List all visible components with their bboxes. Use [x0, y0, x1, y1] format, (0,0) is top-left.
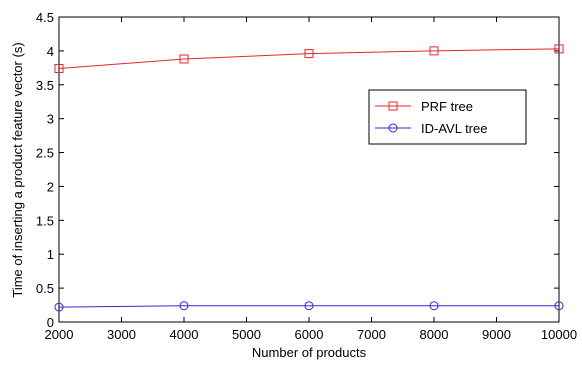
y-tick-label: 0 — [47, 315, 54, 330]
x-tick-label: 2000 — [45, 327, 74, 342]
series-lines — [58, 48, 560, 308]
y-tick-label: 1 — [47, 247, 54, 262]
legend-marker — [388, 123, 398, 133]
data-point — [54, 64, 64, 74]
series-line-1 — [58, 305, 559, 308]
plot-area — [58, 16, 560, 323]
y-tick-label: 4 — [47, 44, 54, 59]
legend-marker — [388, 101, 398, 111]
legend-label: PRF tree — [421, 99, 473, 114]
y-tick-label: 2 — [47, 179, 54, 194]
y-axis-label: Time of inserting a product feature vect… — [10, 42, 25, 297]
y-axis-ticks: 0 0.5 1 1.5 2 2.5 3 3.5 4 4.5 — [36, 10, 559, 330]
x-tick-label: 3000 — [107, 327, 136, 342]
legend-entries: PRF tree ID-AVL tree — [375, 99, 487, 136]
data-point — [179, 301, 189, 311]
x-tick-label: 10000 — [541, 327, 577, 342]
data-point — [554, 301, 564, 311]
x-tick-label: 6000 — [295, 327, 324, 342]
x-axis-ticks: 2000 3000 4000 5000 6000 7000 8000 9000 10000 — [45, 17, 577, 342]
series-markers — [54, 44, 564, 312]
x-tick-label: 7000 — [357, 327, 386, 342]
data-point — [304, 301, 314, 311]
data-point — [429, 301, 439, 311]
y-tick-label: 1.5 — [36, 213, 54, 228]
x-tick-label: 5000 — [232, 327, 261, 342]
data-point — [54, 302, 64, 312]
y-tick-label: 3.5 — [36, 78, 54, 93]
x-tick-label: 9000 — [482, 327, 511, 342]
x-tick-label: 4000 — [170, 327, 199, 342]
data-point — [554, 44, 564, 54]
legend: PRF tree ID-AVL tree — [368, 89, 527, 145]
y-tick-label: 0.5 — [36, 281, 54, 296]
data-point — [304, 49, 314, 59]
data-point — [179, 54, 189, 64]
x-axis-label: Number of products — [252, 345, 367, 360]
legend-box — [368, 89, 527, 145]
y-tick-label: 2.5 — [36, 146, 54, 161]
y-tick-label: 3 — [47, 112, 54, 127]
series-line-0 — [58, 48, 560, 70]
x-tick-label: 8000 — [420, 327, 449, 342]
data-point — [429, 46, 439, 56]
y-tick-label: 4.5 — [36, 10, 54, 25]
legend-label: ID-AVL tree — [421, 121, 487, 136]
